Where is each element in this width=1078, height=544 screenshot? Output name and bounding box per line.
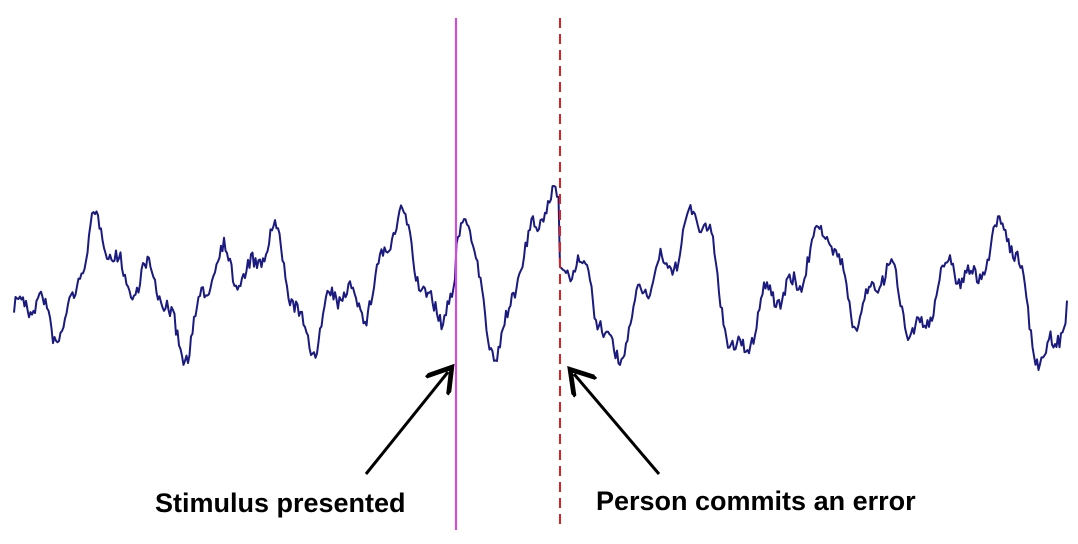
error-arrow	[574, 374, 661, 475]
eeg-signal-trace	[13, 185, 1068, 371]
error-label: Person commits an error	[596, 486, 916, 516]
stimulus-arrow	[364, 372, 448, 475]
stimulus-label: Stimulus presented	[155, 488, 406, 518]
